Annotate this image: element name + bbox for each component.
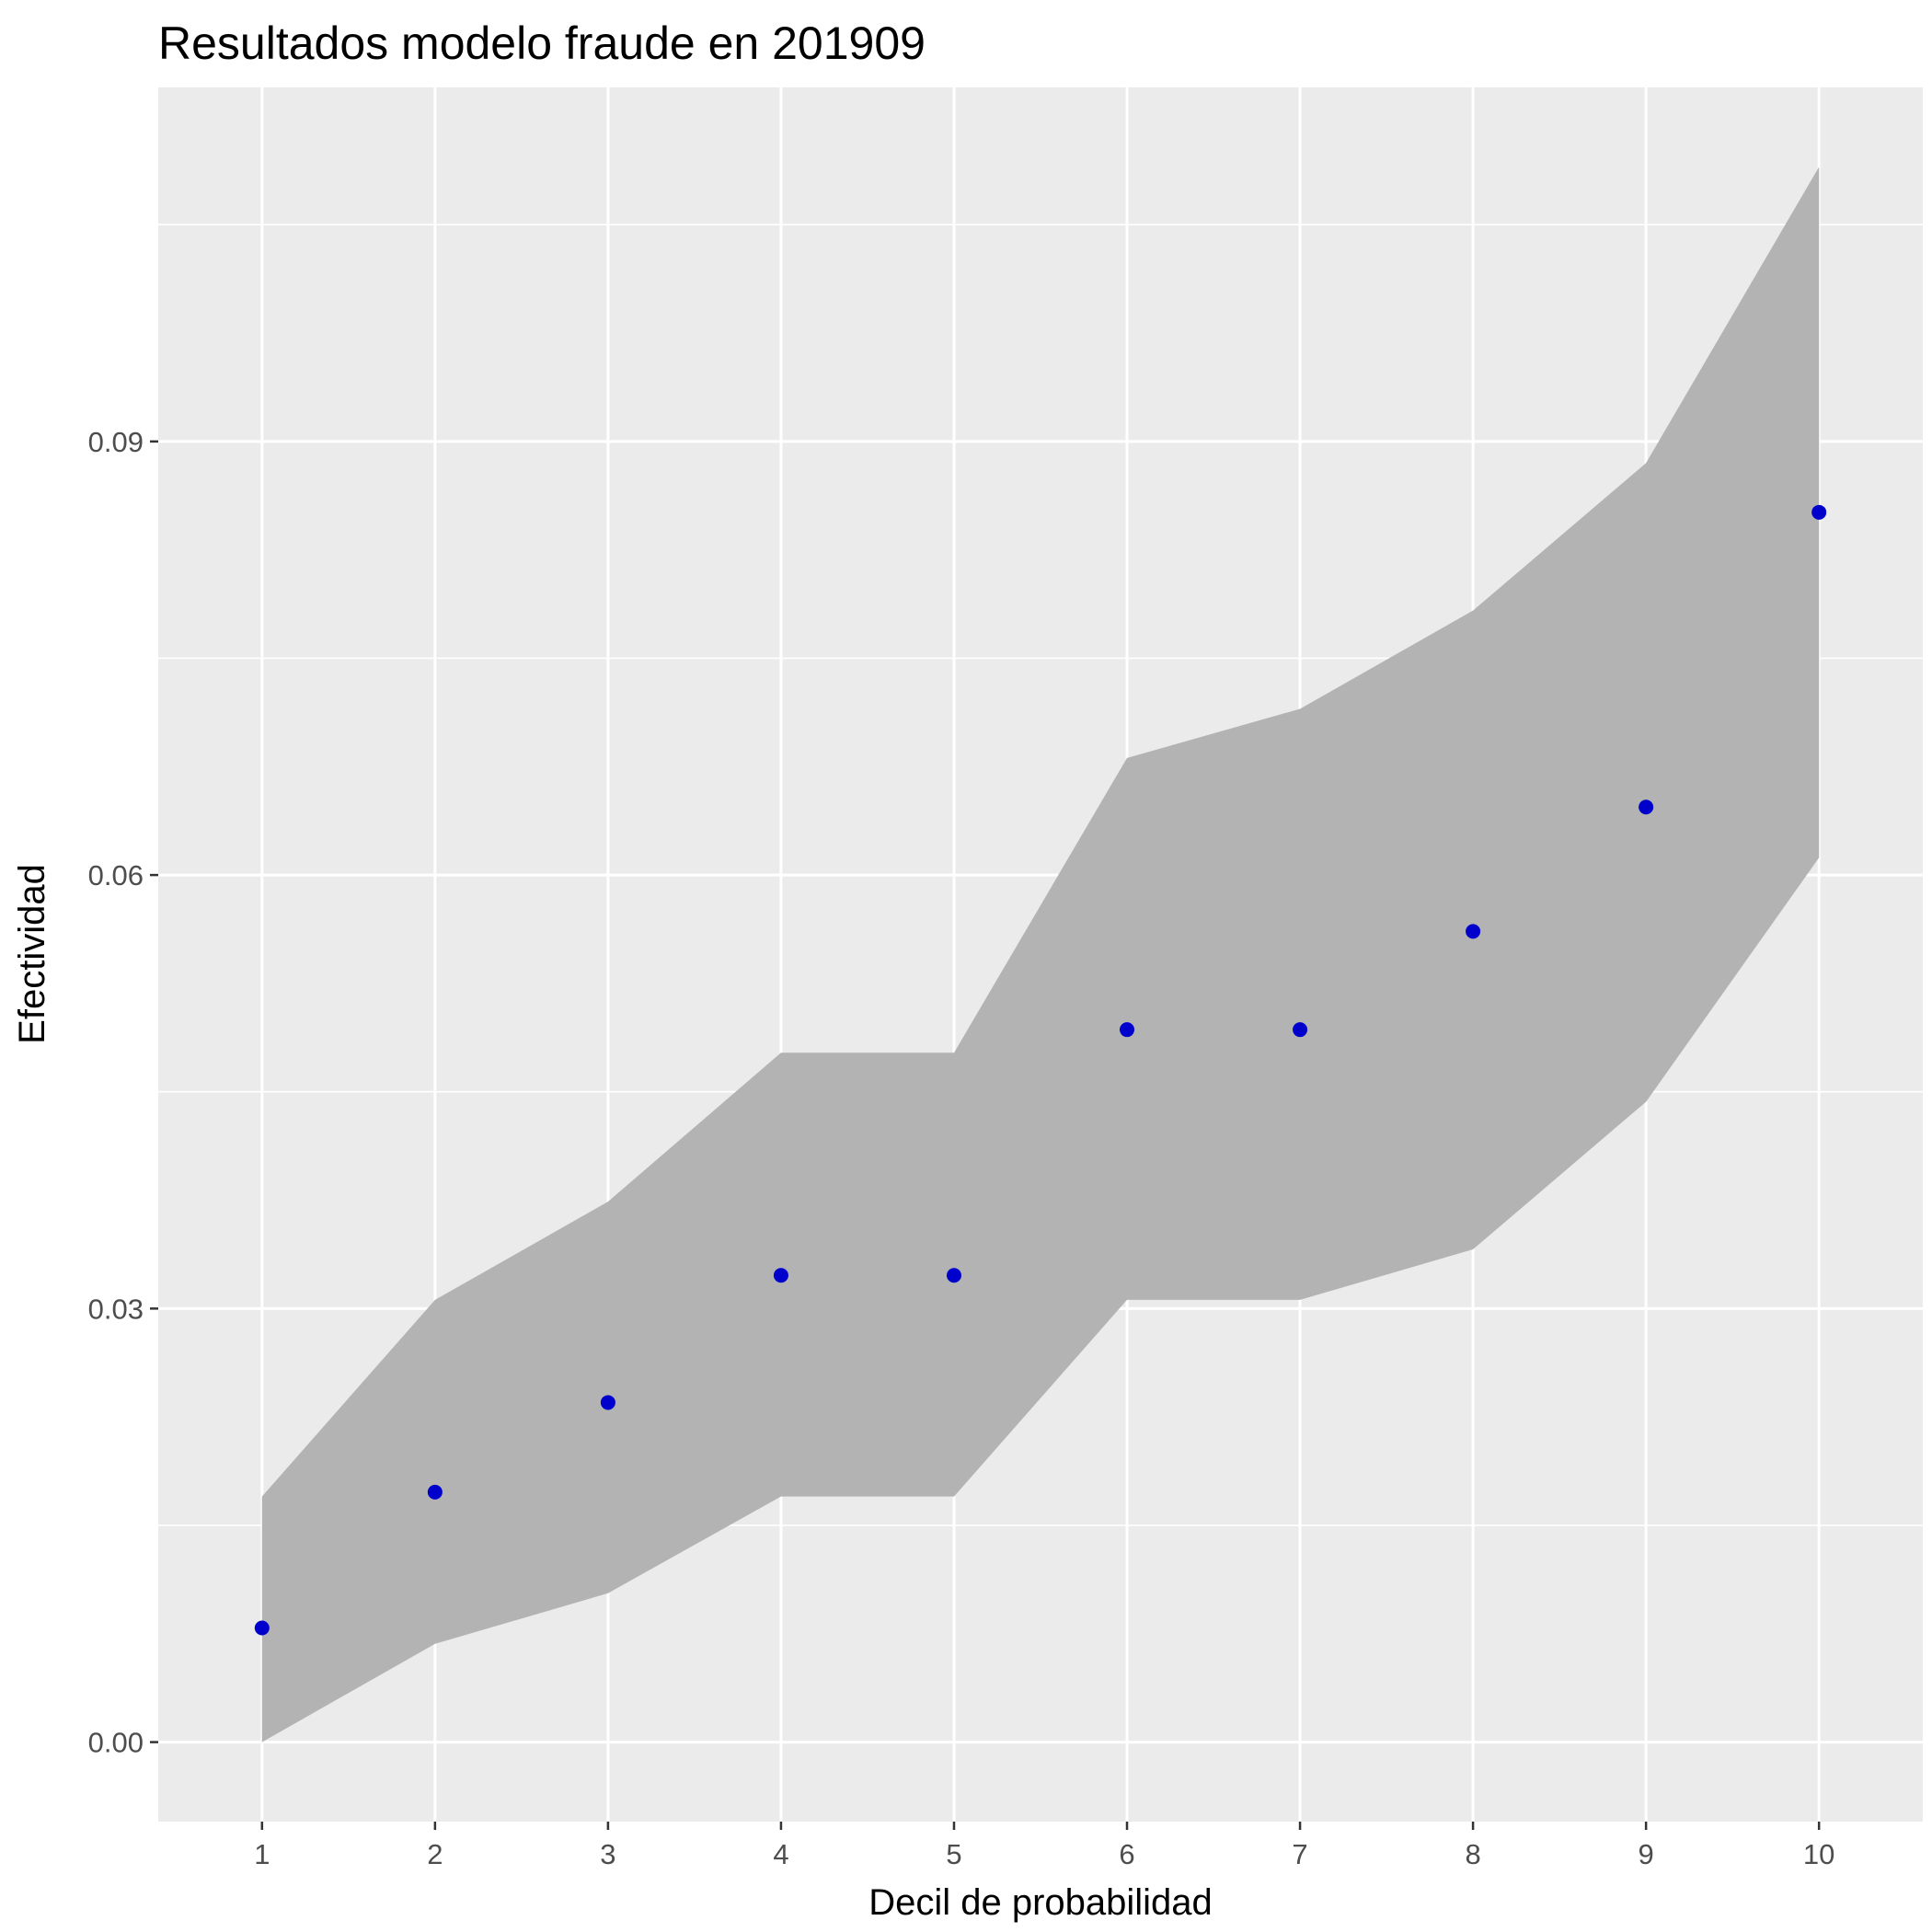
- data-point: [254, 1620, 270, 1636]
- y-axis-title: Efectividad: [12, 864, 52, 1044]
- x-tick-label: 7: [1292, 1838, 1307, 1870]
- data-points: [254, 504, 1827, 1636]
- y-tick-label: 0.06: [88, 859, 144, 891]
- x-tick-label: 2: [427, 1838, 443, 1870]
- data-point: [1120, 1022, 1135, 1038]
- y-tick-label: 0.03: [88, 1293, 144, 1325]
- data-point: [600, 1395, 615, 1410]
- x-axis: 1 2 3 4 5 6 7 8 9 10: [254, 1822, 1834, 1870]
- data-point: [773, 1268, 788, 1283]
- x-tick-label: 8: [1465, 1838, 1480, 1870]
- x-tick-label: 4: [773, 1838, 788, 1870]
- y-axis: 0.00 0.03 0.06 0.09: [88, 426, 158, 1759]
- data-point: [427, 1484, 443, 1500]
- x-tick-label: 6: [1119, 1838, 1134, 1870]
- x-tick-label: 10: [1803, 1838, 1834, 1870]
- x-tick-label: 5: [946, 1838, 961, 1870]
- x-tick-label: 1: [254, 1838, 270, 1870]
- x-axis-title: Decil de probabilidad: [868, 1882, 1213, 1923]
- confidence-band: [261, 167, 1820, 1742]
- data-point: [1639, 799, 1654, 815]
- data-point: [946, 1268, 961, 1283]
- y-tick-label: 0.09: [88, 426, 144, 458]
- data-point: [1466, 924, 1481, 939]
- chart-title: Resultados modelo fraude en 201909: [158, 17, 926, 69]
- y-tick-label: 0.00: [88, 1727, 144, 1759]
- data-point: [1293, 1022, 1308, 1038]
- x-tick-label: 9: [1639, 1838, 1654, 1870]
- data-point: [1811, 504, 1827, 520]
- x-tick-label: 3: [600, 1838, 615, 1870]
